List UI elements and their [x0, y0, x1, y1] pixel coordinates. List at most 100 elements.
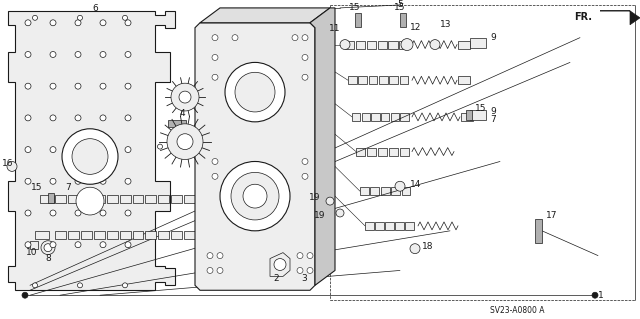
- Circle shape: [25, 51, 31, 57]
- Text: 11: 11: [328, 24, 340, 33]
- Bar: [378, 148, 387, 156]
- Bar: [348, 76, 356, 84]
- Text: FR.: FR.: [574, 12, 592, 22]
- Circle shape: [50, 115, 56, 121]
- Circle shape: [100, 115, 106, 121]
- Bar: [55, 195, 66, 203]
- Circle shape: [125, 178, 131, 184]
- Text: 15: 15: [394, 4, 406, 12]
- Bar: [367, 148, 376, 156]
- Circle shape: [50, 242, 56, 248]
- Text: SV23-A0800 A: SV23-A0800 A: [490, 306, 545, 315]
- Bar: [367, 41, 376, 48]
- Circle shape: [75, 242, 81, 248]
- Text: 14: 14: [410, 180, 421, 189]
- Bar: [184, 231, 195, 239]
- Text: 7: 7: [490, 115, 496, 124]
- Bar: [120, 195, 131, 203]
- Circle shape: [25, 147, 31, 152]
- Bar: [535, 219, 542, 243]
- Circle shape: [292, 35, 298, 41]
- Bar: [466, 110, 472, 120]
- Polygon shape: [270, 253, 290, 276]
- Circle shape: [302, 74, 308, 80]
- Bar: [145, 195, 156, 203]
- Bar: [296, 263, 316, 269]
- Text: 17: 17: [546, 211, 557, 220]
- Circle shape: [76, 187, 104, 215]
- Circle shape: [50, 210, 56, 216]
- Circle shape: [220, 161, 290, 231]
- Text: 8: 8: [45, 254, 51, 263]
- Bar: [158, 195, 170, 203]
- Circle shape: [177, 134, 193, 150]
- Circle shape: [75, 115, 81, 121]
- Circle shape: [326, 197, 334, 205]
- Polygon shape: [195, 23, 315, 290]
- Text: 10: 10: [26, 248, 38, 257]
- Bar: [120, 231, 131, 239]
- Bar: [172, 195, 182, 203]
- Bar: [470, 38, 486, 48]
- Circle shape: [235, 72, 275, 112]
- Circle shape: [50, 178, 56, 184]
- Circle shape: [125, 210, 131, 216]
- Bar: [391, 187, 400, 195]
- Circle shape: [297, 253, 303, 259]
- Polygon shape: [600, 11, 640, 25]
- Text: 18: 18: [422, 242, 433, 251]
- Bar: [68, 231, 79, 239]
- Circle shape: [33, 15, 38, 20]
- Polygon shape: [8, 11, 175, 290]
- Circle shape: [302, 159, 308, 165]
- Bar: [379, 76, 388, 84]
- Circle shape: [62, 129, 118, 184]
- Circle shape: [50, 147, 56, 152]
- Circle shape: [217, 253, 223, 259]
- Circle shape: [100, 83, 106, 89]
- Circle shape: [125, 83, 131, 89]
- Circle shape: [100, 147, 106, 152]
- Bar: [365, 222, 374, 230]
- Polygon shape: [310, 8, 335, 285]
- Bar: [30, 241, 38, 249]
- Circle shape: [307, 268, 313, 273]
- Circle shape: [307, 253, 313, 259]
- Circle shape: [395, 181, 405, 191]
- Bar: [458, 41, 470, 48]
- Circle shape: [430, 40, 440, 49]
- Bar: [40, 195, 54, 203]
- Bar: [381, 187, 390, 195]
- Text: 4: 4: [180, 109, 186, 118]
- Circle shape: [50, 51, 56, 57]
- Bar: [399, 76, 408, 84]
- Bar: [402, 187, 410, 195]
- Text: 16: 16: [2, 159, 13, 168]
- Circle shape: [125, 115, 131, 121]
- Circle shape: [232, 35, 238, 41]
- Text: 9: 9: [490, 108, 496, 116]
- Circle shape: [243, 184, 267, 208]
- Bar: [378, 41, 387, 48]
- Bar: [458, 76, 470, 84]
- Circle shape: [122, 15, 127, 20]
- Circle shape: [401, 39, 413, 50]
- Circle shape: [25, 178, 31, 184]
- Circle shape: [7, 161, 17, 171]
- Bar: [358, 76, 367, 84]
- Circle shape: [100, 210, 106, 216]
- Bar: [107, 195, 118, 203]
- Circle shape: [44, 244, 52, 252]
- Bar: [158, 231, 170, 239]
- Circle shape: [157, 144, 163, 149]
- Bar: [184, 195, 195, 203]
- Text: 19: 19: [314, 211, 325, 220]
- Circle shape: [179, 91, 191, 103]
- Text: 3: 3: [301, 274, 307, 283]
- Circle shape: [25, 115, 31, 121]
- Circle shape: [410, 244, 420, 254]
- Bar: [132, 231, 143, 239]
- Circle shape: [274, 259, 286, 271]
- Bar: [385, 222, 394, 230]
- Circle shape: [212, 74, 218, 80]
